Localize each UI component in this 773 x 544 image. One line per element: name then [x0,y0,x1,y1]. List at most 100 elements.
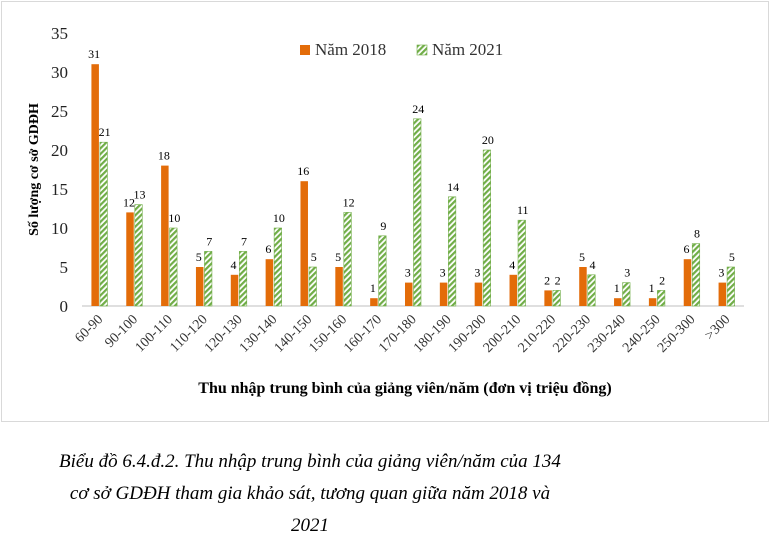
data-label-2018: 6 [265,242,271,256]
bar-2018-250-300 [683,259,692,306]
data-label-2021: 13 [134,188,146,202]
y-tick-label: 0 [60,297,69,316]
bar-2021-210-220 [552,290,561,307]
x-tick-label: >300 [702,312,733,343]
bar-2021-230-240 [622,282,631,307]
caption-line-1: Biểu đồ 6.4.đ.2. Thu nhập trung bình của… [59,451,561,472]
bar-2021-90-100 [134,204,143,307]
bar-2018-160-170 [370,298,378,306]
data-label-2018: 3 [474,266,480,280]
x-tick-label: 100-110 [133,312,176,355]
bar-2021-170-180 [413,118,422,307]
data-label-2018: 3 [440,266,446,280]
data-label-2018: 5 [335,250,341,264]
data-label-2021: 21 [99,125,111,139]
x-tick-label: 180-190 [411,312,455,356]
y-tick-label: 20 [51,141,68,160]
data-label-2021: 10 [273,211,285,225]
caption-line-2: cơ sở GDĐH tham gia khảo sát, tương quan… [69,483,551,504]
data-label-2021: 8 [694,227,700,241]
bar-2021-190-200 [482,149,491,307]
bar-2021-100-110 [169,227,178,307]
chart-frame: 0 5 10 15 20 25 30 35 Số lượng cơ sở GDĐH Thu nhậ… [1,1,769,422]
x-tick-label: 150-160 [307,312,351,356]
bar-2018-200-210 [509,274,518,306]
data-label-2021: 5 [729,250,735,264]
bar-2018-210-220 [544,290,552,306]
data-label-2021: 9 [380,219,386,233]
data-label-2021: 14 [447,180,459,194]
data-label-2018: 1 [370,281,376,295]
data-label-2021: 5 [311,250,317,264]
bar-2021-150-160 [343,212,352,307]
x-tick-label: 240-250 [620,312,664,356]
data-label-2018: 31 [88,47,100,61]
bar-2021-250-300 [691,243,701,307]
x-tick-label: 190-200 [446,312,490,356]
bar-2018-220-230 [579,267,587,306]
data-label-2018: 4 [231,258,237,272]
x-tick-label: 130-140 [237,312,281,356]
data-label-2021: 2 [555,273,561,287]
x-tick-label: 210-220 [516,312,560,356]
x-tick-label: 170-180 [376,312,420,356]
x-axis-title: Thu nhập trung bình của giảng viên/năm (… [198,380,611,397]
data-label-2021: 4 [589,258,595,272]
legend-label-2018: Năm 2018 [315,40,386,59]
bar-2021-130-140 [273,227,282,307]
figure-caption: Biểu đồ 6.4.đ.2. Thu nhập trung bình của… [0,446,620,542]
bar-2021-180-190 [448,196,457,307]
bar-2021-60-90 [99,141,108,307]
data-label-2021: 3 [624,266,630,280]
bar-2018-240-250 [648,298,657,306]
data-label-2018: 3 [718,266,724,280]
bar-2021-220-230 [587,274,596,307]
bar-2018-150-160 [335,267,343,306]
bar-2021-120-130 [238,251,248,307]
data-label-2018: 16 [297,164,309,178]
bar-2021-140-150 [308,266,317,307]
data-label-2018: 2 [544,273,550,287]
data-label-2021: 20 [482,133,494,147]
x-tick-label: 200-210 [481,312,525,356]
bar-2021->300 [726,266,735,307]
data-label-2018: 1 [614,281,620,295]
data-label-2021: 7 [241,234,247,248]
x-tick-label: 250-300 [655,312,699,356]
caption-line-3: 2021 [291,515,329,536]
bar-2021-200-210 [517,219,526,307]
y-axis-title: Số lượng cơ sở GDĐH [27,103,42,236]
y-tick-label: 15 [51,180,68,199]
data-label-2018: 3 [405,266,411,280]
bar-2021-240-250 [657,290,666,307]
data-label-2021: 7 [206,234,212,248]
y-tick-label: 35 [51,24,68,43]
legend-swatch-2021 [416,44,428,56]
bar-2018-90-100 [126,212,134,306]
bar-2018-110-120 [195,267,204,306]
data-label-2021: 2 [659,273,665,287]
y-tick-label: 25 [51,102,68,121]
data-label-2021: 10 [168,211,180,225]
y-tick-label: 10 [51,219,68,238]
x-tick-label: 160-170 [341,312,385,356]
data-label-2018: 4 [509,258,515,272]
bar-2018-60-90 [91,64,99,306]
x-tick-label: 110-120 [168,312,211,355]
x-tick-label: 60-90 [73,312,107,346]
data-label-2018: 18 [158,149,170,163]
bar-2018-130-140 [265,259,274,306]
y-tick-label: 5 [60,258,69,277]
bar-2021-110-120 [204,251,213,307]
x-tick-label: 220-230 [550,312,594,356]
bar-2018-230-240 [614,298,622,306]
data-label-2021: 11 [517,203,529,217]
bar-2018-120-130 [230,274,239,306]
x-tick-label: 230-240 [585,312,629,356]
data-label-2018: 5 [196,250,202,264]
y-tick-label: 30 [51,63,68,82]
data-label-2021: 12 [343,195,355,209]
x-tick-label: 140-150 [272,312,316,356]
x-tick-label: 120-130 [202,312,246,356]
